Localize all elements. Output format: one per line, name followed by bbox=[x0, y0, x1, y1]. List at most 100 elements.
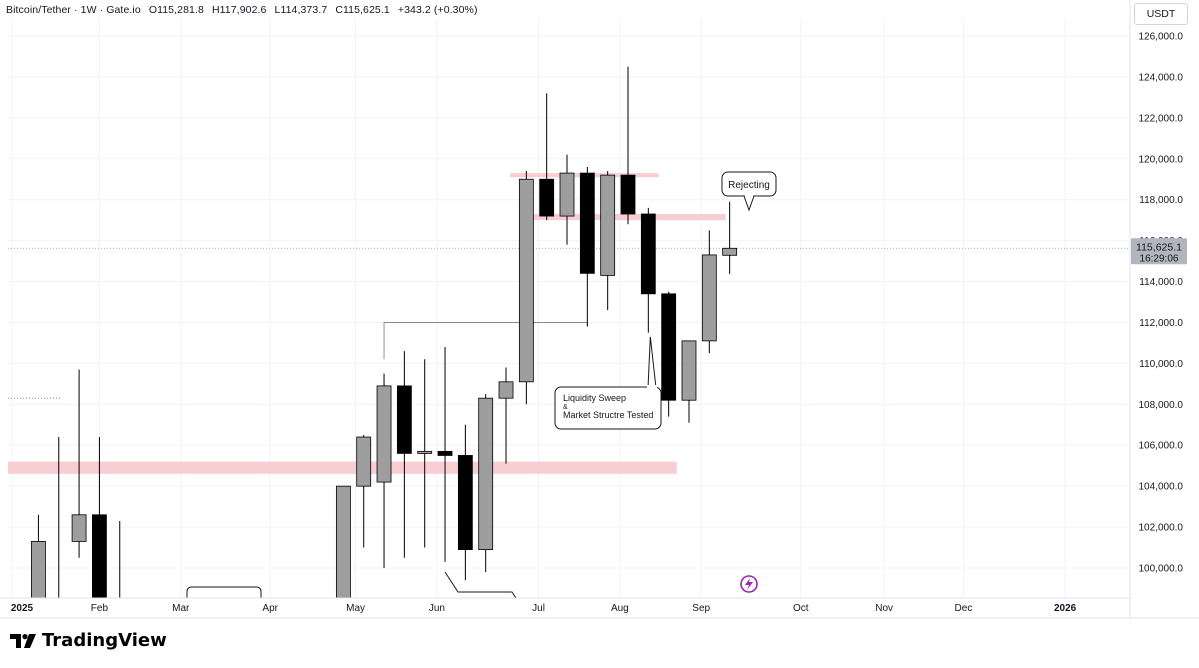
grid-lines bbox=[8, 18, 1128, 598]
plot-area: Rejecting Liquidity Sweep&Market Structre… bbox=[8, 66, 1128, 629]
time-axis: 2025 Feb Mar Apr May Jun Jul Aug Sep Oct Nov Dec 202… bbox=[11, 603, 1077, 614]
lightning-icon bbox=[740, 575, 758, 593]
time-tick-label: Apr bbox=[262, 603, 278, 614]
candle bbox=[71, 369, 87, 558]
candle-body bbox=[92, 514, 107, 598]
candle-body bbox=[335, 485, 351, 598]
liquidity-text-amp: & bbox=[563, 404, 568, 411]
candle-body bbox=[52, 599, 66, 613]
liquidity-pointer bbox=[647, 336, 657, 389]
price-tick-label: 110,000.0 bbox=[1139, 359, 1183, 370]
liquidity-text-2: Market Structre Tested bbox=[563, 410, 653, 420]
price-axis: 100,000.0 102,000.0 104,000.0 106,000.0 108,… bbox=[1139, 32, 1184, 575]
candle bbox=[31, 514, 46, 598]
price-tick-label: 126,000.0 bbox=[1139, 32, 1184, 43]
candle bbox=[335, 485, 351, 598]
candle bbox=[701, 230, 717, 354]
tradingview-logo[interactable]: TradingView bbox=[10, 630, 167, 651]
candle bbox=[478, 394, 494, 573]
price-tick-label: 104,000.0 bbox=[1139, 482, 1184, 493]
open-value: O115,281.8 bbox=[148, 4, 204, 16]
candle-body bbox=[539, 178, 555, 217]
symbol-legend: Bitcoin/Tether · 1W · Gate.io O115,281.8… bbox=[6, 4, 483, 16]
candle bbox=[579, 166, 595, 327]
liquidity-text: Liquidity Sweep bbox=[563, 393, 626, 403]
rejecting-callout: Rejecting bbox=[721, 171, 777, 212]
price-tick-label: 100,000.0 bbox=[1139, 564, 1184, 575]
candle bbox=[620, 66, 636, 225]
candle-body bbox=[376, 385, 392, 483]
candle bbox=[518, 171, 534, 405]
candle-body bbox=[498, 381, 514, 399]
candle bbox=[681, 340, 697, 423]
candle bbox=[437, 347, 453, 562]
partial-callout bbox=[186, 586, 262, 598]
candle bbox=[92, 437, 107, 598]
candle-body bbox=[437, 450, 453, 456]
candle-body bbox=[478, 397, 494, 550]
low-value: L114,373.7 bbox=[274, 4, 328, 16]
time-tick-label: Aug bbox=[611, 603, 629, 614]
candle-body bbox=[457, 455, 473, 550]
candle bbox=[457, 424, 473, 581]
price-tag-bg bbox=[1131, 238, 1187, 265]
price-tick-label: 102,000.0 bbox=[1139, 523, 1184, 534]
symbol-name[interactable]: Bitcoin/Tether · 1W · Gate.io bbox=[6, 4, 141, 16]
high-value: H117,902.6 bbox=[211, 4, 267, 16]
time-tick-label: Mar bbox=[172, 603, 190, 614]
time-tick-label: May bbox=[346, 603, 365, 614]
rejecting-text: Rejecting bbox=[728, 180, 770, 191]
candle-body bbox=[579, 172, 595, 274]
candle-body bbox=[640, 213, 656, 295]
price-tag-countdown: 16:29:06 bbox=[1140, 253, 1179, 264]
candle bbox=[498, 367, 514, 464]
candle-body bbox=[701, 254, 717, 342]
time-tick-label: Jun bbox=[429, 603, 445, 614]
time-tick-label: 2025 bbox=[11, 603, 34, 614]
candle bbox=[376, 373, 392, 568]
candle-body bbox=[396, 385, 412, 454]
candle-body bbox=[600, 174, 616, 276]
time-tick-label: Jul bbox=[532, 603, 545, 614]
close-value: C115,625.1 bbox=[335, 4, 390, 16]
candle-body bbox=[417, 450, 433, 454]
candle bbox=[722, 201, 738, 274]
rejecting-pointer bbox=[743, 195, 755, 212]
price-tick-label: 120,000.0 bbox=[1139, 154, 1184, 165]
change-value: +343.2 (+0.30%) bbox=[397, 4, 478, 16]
candle bbox=[52, 437, 66, 613]
candle bbox=[417, 359, 433, 548]
candle-body bbox=[661, 293, 677, 401]
currency-button[interactable]: USDT bbox=[1134, 3, 1188, 25]
supply-demand-zone bbox=[8, 461, 677, 474]
candle-body bbox=[113, 609, 127, 629]
price-tick-label: 112,000.0 bbox=[1139, 318, 1183, 329]
price-tick-label: 124,000.0 bbox=[1139, 72, 1184, 83]
supply-demand-zone bbox=[526, 214, 726, 221]
tradingview-logo-icon bbox=[10, 633, 36, 648]
candle-body bbox=[620, 174, 636, 215]
price-tick-label: 122,000.0 bbox=[1139, 113, 1184, 124]
candle bbox=[539, 93, 555, 221]
time-tick-label: Nov bbox=[875, 603, 893, 614]
liquidity-bubble bbox=[554, 386, 662, 430]
candle bbox=[640, 207, 656, 333]
time-tick-label: Sep bbox=[692, 603, 710, 614]
candle bbox=[559, 154, 575, 245]
candle-body bbox=[559, 172, 575, 217]
price-tick-label: 114,000.0 bbox=[1139, 277, 1183, 288]
candle-body bbox=[722, 247, 738, 256]
price-tick-label: 106,000.0 bbox=[1139, 441, 1184, 452]
current-price-tag: 115,625.116:29:06 bbox=[1131, 238, 1187, 265]
candle-body bbox=[31, 541, 46, 598]
partial-callout-2 bbox=[444, 571, 517, 598]
liquidity-sweep-callout: Liquidity Sweep&Market Structre Tested bbox=[554, 336, 662, 430]
candle-body bbox=[681, 340, 697, 401]
price-tick-label: 118,000.0 bbox=[1139, 195, 1183, 206]
time-tick-label: Dec bbox=[955, 603, 973, 614]
candle bbox=[661, 291, 677, 417]
candle bbox=[396, 351, 412, 558]
time-tick-label: Feb bbox=[91, 603, 109, 614]
